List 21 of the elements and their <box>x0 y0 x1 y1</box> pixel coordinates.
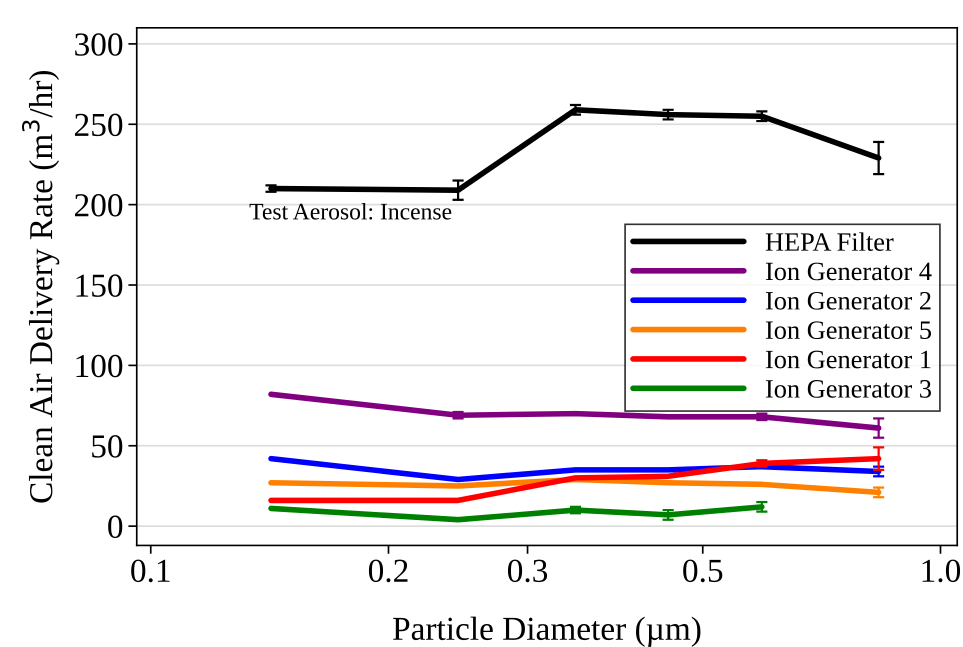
y-tick-label: 150 <box>76 274 122 297</box>
y-tick-label: 0 <box>108 516 122 538</box>
x-tick-label: 0.2 <box>368 560 408 582</box>
legend-label: Ion Generator 4 <box>766 262 932 280</box>
y-tick-label: 200 <box>75 194 122 217</box>
y-tick-label: 250 <box>75 114 122 136</box>
legend-label: Ion Generator 3 <box>766 380 931 398</box>
legend-label: Ion Generator 2 <box>766 292 931 310</box>
x-tick-label: 0.3 <box>508 560 548 582</box>
annotation: Test Aerosol: Incense <box>250 202 452 220</box>
legend-label: Ion Generator 1 <box>766 350 930 368</box>
y-tick-label: 100 <box>76 354 122 378</box>
legend-label: HEPA Filter <box>766 232 894 251</box>
legend-label: Ion Generator 5 <box>766 321 931 340</box>
y-tick-label: 50 <box>92 435 122 458</box>
x-tick-label: 1.0 <box>922 560 960 582</box>
y-tick-label: 300 <box>75 33 122 56</box>
x-axis-title: Particle Diameter (µm) <box>393 616 700 647</box>
x-tick-label: 0.5 <box>683 560 722 582</box>
y-axis-title: Clean Air Delivery Rate (m$^{3}$/hr) <box>22 70 60 503</box>
x-tick-label: 0.1 <box>131 560 170 582</box>
